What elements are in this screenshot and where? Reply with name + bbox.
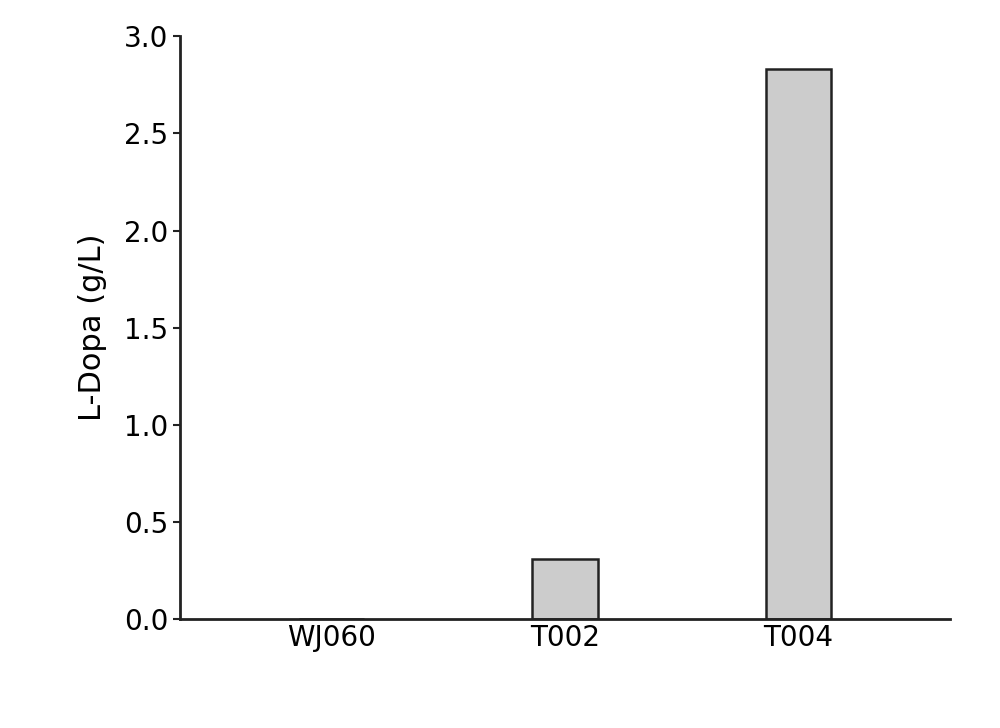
Bar — [766, 69, 831, 619]
Y-axis label: L-Dopa (g/L): L-Dopa (g/L) — [78, 234, 107, 422]
Bar — [532, 558, 598, 619]
